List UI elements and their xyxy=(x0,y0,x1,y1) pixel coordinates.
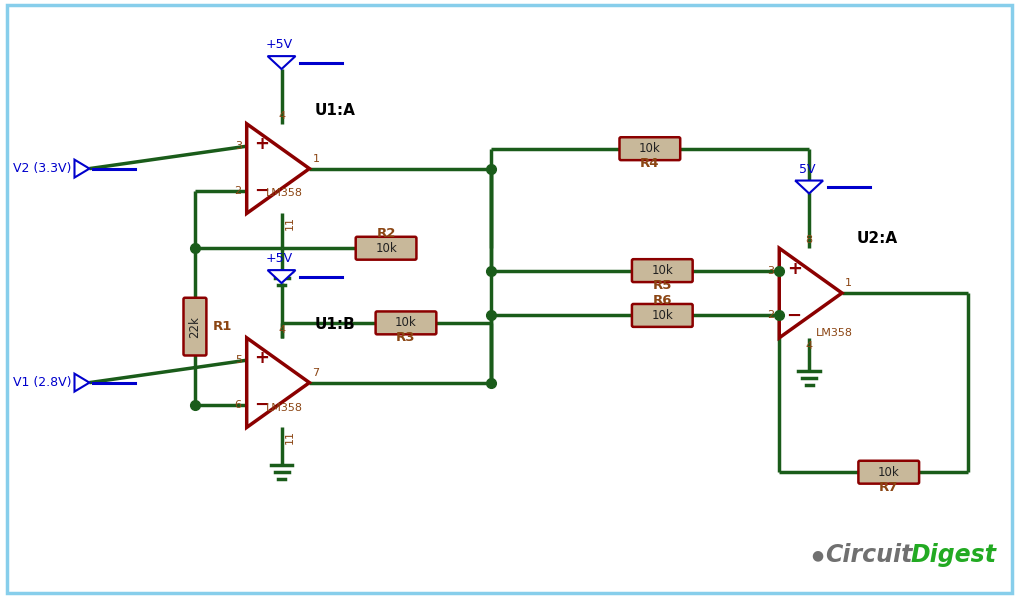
Text: Circuit: Circuit xyxy=(825,543,912,567)
Text: ●: ● xyxy=(811,548,824,562)
Text: 8: 8 xyxy=(805,235,812,245)
Polygon shape xyxy=(246,124,309,213)
FancyBboxPatch shape xyxy=(620,138,680,160)
Text: 10k: 10k xyxy=(652,264,673,277)
Polygon shape xyxy=(74,160,90,178)
Text: 11: 11 xyxy=(284,431,294,444)
Text: R3: R3 xyxy=(396,331,415,344)
Text: R1: R1 xyxy=(213,320,232,333)
Text: 1: 1 xyxy=(845,278,852,288)
Text: 4: 4 xyxy=(278,111,285,121)
Text: 10k: 10k xyxy=(395,316,416,329)
Text: 3: 3 xyxy=(235,141,241,151)
Text: 22k: 22k xyxy=(188,316,202,337)
Text: 11: 11 xyxy=(284,216,294,230)
Polygon shape xyxy=(779,248,842,338)
Text: V2 (3.3V): V2 (3.3V) xyxy=(13,162,71,175)
Polygon shape xyxy=(795,181,824,194)
Text: R7: R7 xyxy=(880,481,899,493)
Text: 2: 2 xyxy=(768,310,775,321)
Text: 10k: 10k xyxy=(878,466,900,479)
Text: +: + xyxy=(254,349,269,367)
Text: 3: 3 xyxy=(768,266,775,276)
Text: R5: R5 xyxy=(653,279,672,292)
Text: LM358: LM358 xyxy=(815,328,852,338)
Text: +5V: +5V xyxy=(266,38,293,51)
Text: 10k: 10k xyxy=(652,309,673,322)
Text: 2: 2 xyxy=(234,186,241,196)
Text: 4: 4 xyxy=(805,341,812,351)
Text: −: − xyxy=(787,306,802,325)
Polygon shape xyxy=(268,56,295,69)
Text: +: + xyxy=(787,260,802,277)
Text: 5: 5 xyxy=(235,355,241,365)
Text: LM358: LM358 xyxy=(266,402,303,413)
Text: Digest: Digest xyxy=(911,543,997,567)
Text: 10k: 10k xyxy=(639,142,661,155)
Text: +: + xyxy=(254,135,269,153)
Text: 6: 6 xyxy=(235,400,241,410)
FancyBboxPatch shape xyxy=(183,298,207,355)
Text: 7: 7 xyxy=(313,368,320,378)
Text: R2: R2 xyxy=(377,227,396,240)
Text: 1: 1 xyxy=(313,154,320,164)
Text: LM358: LM358 xyxy=(266,188,303,199)
Text: U1:A: U1:A xyxy=(315,103,355,118)
Text: V1 (2.8V): V1 (2.8V) xyxy=(13,376,71,389)
Text: 5V: 5V xyxy=(799,163,815,176)
Text: −: − xyxy=(254,396,269,414)
Text: R6: R6 xyxy=(653,294,672,307)
FancyBboxPatch shape xyxy=(858,460,919,484)
Text: 10k: 10k xyxy=(376,242,397,255)
FancyBboxPatch shape xyxy=(355,237,416,260)
FancyBboxPatch shape xyxy=(376,312,437,334)
Text: +5V: +5V xyxy=(266,252,293,265)
Polygon shape xyxy=(268,270,295,283)
Text: −: − xyxy=(254,182,269,200)
Polygon shape xyxy=(74,374,90,392)
Text: U1:B: U1:B xyxy=(315,318,355,332)
Text: R4: R4 xyxy=(640,157,660,170)
FancyBboxPatch shape xyxy=(632,304,692,327)
FancyBboxPatch shape xyxy=(632,259,692,282)
Text: U2:A: U2:A xyxy=(857,231,898,246)
Polygon shape xyxy=(246,338,309,428)
Text: 4: 4 xyxy=(278,325,285,335)
